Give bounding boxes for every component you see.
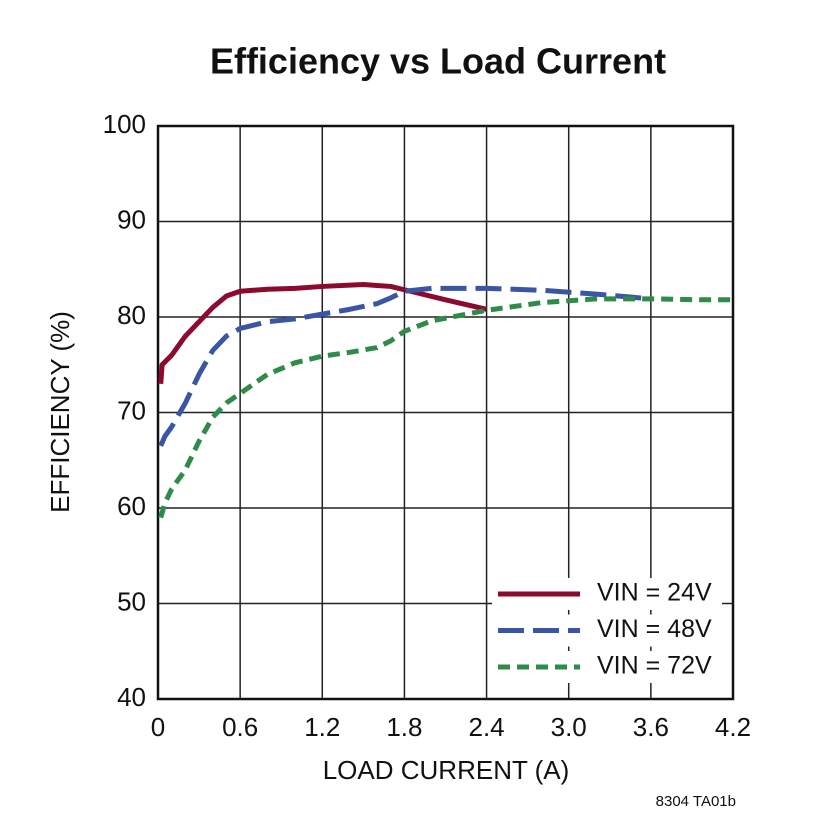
- legend-label: VIN = 24V: [597, 579, 712, 607]
- x-tick-label: 3.6: [633, 712, 669, 742]
- y-tick-label: 100: [103, 109, 146, 139]
- y-tick-label: 90: [117, 204, 146, 234]
- x-tick-label: 1.8: [386, 712, 422, 742]
- legend-label: VIN = 72V: [597, 652, 712, 680]
- chart-title: Efficiency vs Load Current: [210, 41, 666, 82]
- plot-frame: [156, 124, 735, 701]
- legend-bg: [492, 614, 722, 647]
- y-tick-label: 60: [117, 491, 146, 521]
- x-tick-label: 3.0: [551, 712, 587, 742]
- series-line: [158, 282, 488, 385]
- series-line: [158, 285, 652, 447]
- x-tick-label: 1.2: [304, 712, 340, 742]
- annotation: 8304 TA01b: [656, 793, 736, 810]
- x-tick-label: 4.2: [715, 712, 751, 742]
- x-tick-label: 2.4: [468, 712, 504, 742]
- x-tick-label: 0.6: [222, 712, 258, 742]
- y-tick-label: 50: [117, 586, 146, 616]
- y-tick-label: 80: [117, 300, 146, 330]
- legend-bg: [492, 651, 722, 683]
- series-line: [158, 296, 733, 519]
- y-tick-label: 70: [117, 395, 146, 425]
- legend-label: VIN = 48V: [597, 615, 712, 643]
- y-tick-label: 40: [117, 682, 146, 712]
- y-axis-label: EFFICIENCY (%): [45, 311, 75, 513]
- x-tick-label: 0: [151, 712, 165, 742]
- x-axis-label: LOAD CURRENT (A): [323, 755, 570, 785]
